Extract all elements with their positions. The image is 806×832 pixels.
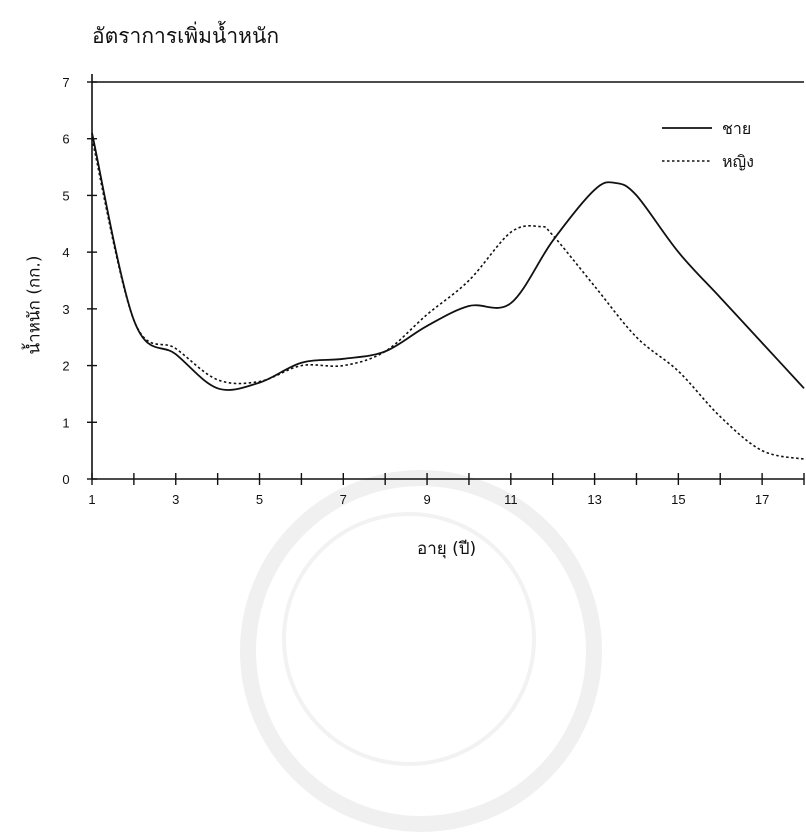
- y-tick-label: 4: [62, 245, 69, 260]
- y-tick-label: 3: [62, 302, 69, 317]
- x-tick-label: 3: [172, 492, 179, 507]
- x-tick-label: 17: [755, 492, 769, 507]
- chart-title: อัตราการเพิ่มน้ำหนัก: [92, 24, 280, 48]
- x-tick-label: 15: [671, 492, 685, 507]
- legend-label-female: หญิง: [722, 152, 754, 171]
- series-line-female: [91, 138, 805, 460]
- y-tick-label: 0: [62, 472, 69, 487]
- y-tick-label: 7: [62, 75, 69, 90]
- x-tick-label: 7: [340, 492, 347, 507]
- y-tick-label: 2: [62, 359, 69, 374]
- series-line-male: [91, 132, 805, 391]
- y-tick-label: 6: [62, 132, 69, 147]
- legend-label-male: ชาย: [722, 119, 751, 138]
- x-tick-label: 9: [423, 492, 430, 507]
- x-tick-label: 5: [256, 492, 263, 507]
- x-tick-label: 11: [504, 492, 518, 507]
- x-axis-label: อายุ (ปี): [417, 539, 477, 559]
- x-tick-label: 13: [587, 492, 601, 507]
- y-tick-label: 5: [62, 188, 69, 203]
- x-tick-label: 1: [88, 492, 95, 507]
- y-tick-label: 1: [62, 415, 69, 430]
